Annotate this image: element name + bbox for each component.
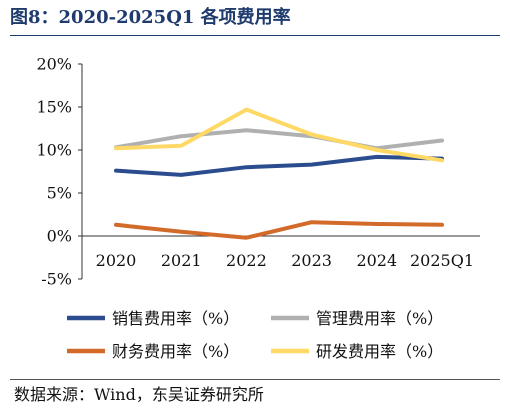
y-tick-label: 15% (36, 98, 72, 117)
y-tick-label: -5% (41, 270, 72, 289)
source-divider (10, 379, 500, 380)
legend-label-3: 研发费用率（%） (316, 342, 443, 361)
y-tick-label: 0% (47, 227, 72, 246)
legend-label-0: 销售费用率（%） (112, 309, 239, 328)
y-tick-label: 5% (47, 184, 72, 203)
legend-label-1: 管理费用率（%） (316, 309, 443, 328)
x-tick-label: 2022 (226, 251, 267, 270)
series-line-1 (114, 128, 444, 151)
x-tick-label: 2024 (356, 251, 397, 270)
y-axis: 20% 15% 10% 5% 0% -5% (36, 55, 83, 289)
x-tick-label: 2020 (96, 251, 137, 270)
series-layer (114, 107, 444, 240)
y-tick-label: 20% (36, 55, 72, 74)
series-line-0 (114, 154, 444, 177)
source-note: 数据来源：Wind，东吴证券研究所 (14, 385, 264, 404)
x-tick-label: 2021 (161, 251, 202, 270)
series-line-3 (114, 107, 444, 163)
x-axis: 2020 2021 2022 2023 2024 2025Q1 (82, 235, 480, 270)
y-tick-label: 10% (36, 141, 72, 160)
series-line-2 (114, 220, 444, 240)
legend: 销售费用率（%） 管理费用率（%） 财务费用率（%） 研发费用率（%） (67, 309, 443, 361)
chart-title: 图8：2020-2025Q1 各项费用率 (10, 7, 291, 28)
title-divider (10, 35, 500, 36)
x-tick-label: 2025Q1 (410, 251, 474, 270)
legend-label-2: 财务费用率（%） (112, 342, 239, 361)
x-tick-label: 2023 (291, 251, 332, 270)
